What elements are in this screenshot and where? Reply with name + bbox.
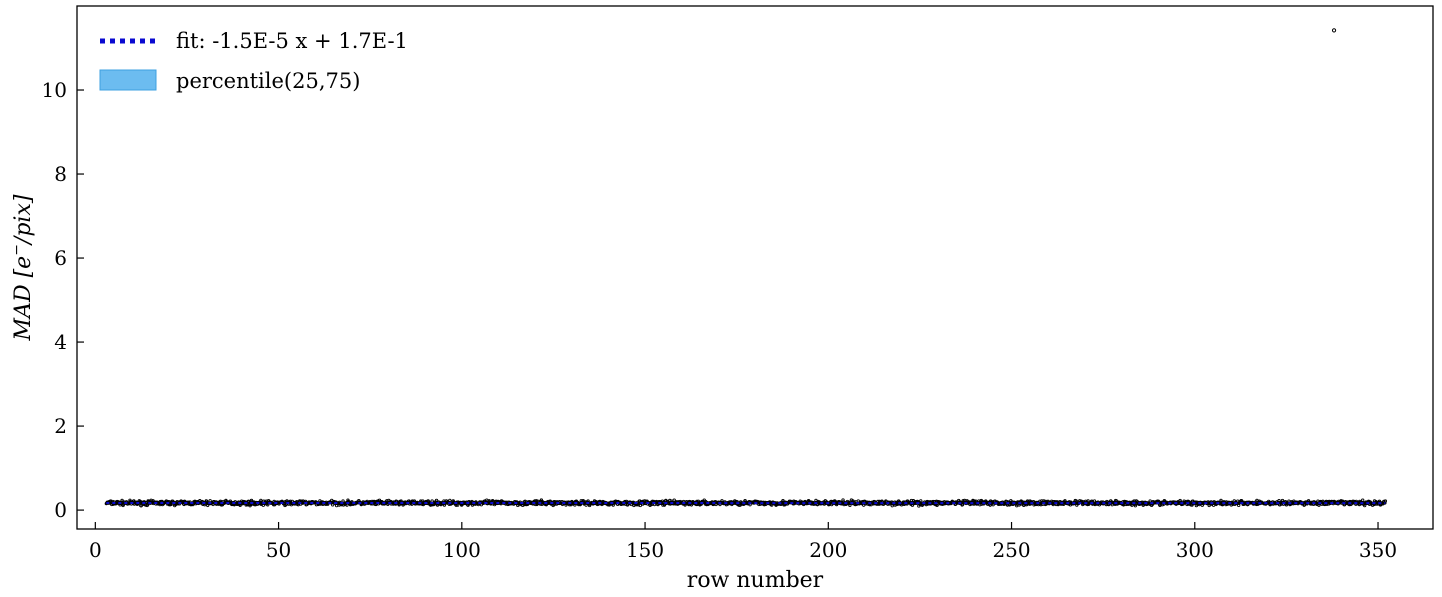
data-point bbox=[848, 503, 852, 507]
x-tick-label: 350 bbox=[1359, 538, 1397, 562]
y-tick-label: 0 bbox=[54, 498, 67, 522]
y-tick-label: 4 bbox=[54, 330, 67, 354]
legend-fit-label: fit: -1.5E-5 x + 1.7E-1 bbox=[176, 29, 408, 53]
data-point bbox=[434, 498, 439, 503]
legend-percentile-swatch bbox=[99, 69, 157, 91]
data-point bbox=[1361, 498, 1365, 502]
data-point bbox=[974, 499, 978, 503]
y-axis-label-minus: − bbox=[9, 244, 25, 256]
data-point bbox=[1277, 498, 1281, 503]
legend-percentile-label: percentile(25,75) bbox=[176, 69, 360, 93]
y-axis-label-suffix: /pix] bbox=[11, 194, 36, 246]
data-point bbox=[430, 499, 434, 503]
y-axis-label-e: e bbox=[11, 256, 36, 269]
data-point bbox=[259, 498, 263, 503]
data-point bbox=[1086, 499, 1090, 503]
data-point bbox=[1133, 504, 1138, 508]
y-axis-label-prefix: MAD [ bbox=[11, 268, 36, 341]
plot-frame bbox=[76, 5, 1434, 530]
x-tick-label: 50 bbox=[266, 538, 291, 562]
y-axis-label: MAD [e−/pix] bbox=[9, 194, 36, 341]
x-tick-label: 0 bbox=[89, 538, 102, 562]
data-point-outlier bbox=[1331, 28, 1337, 33]
data-point bbox=[266, 503, 270, 507]
x-tick-label: 150 bbox=[626, 538, 664, 562]
y-axis-ticks: 0 2 4 6 8 10 bbox=[42, 78, 84, 522]
data-point bbox=[1178, 498, 1182, 503]
data-point bbox=[120, 498, 124, 503]
data-point bbox=[448, 498, 452, 503]
y-tick-label: 6 bbox=[54, 246, 67, 270]
x-tick-label: 250 bbox=[992, 538, 1030, 562]
y-tick-label: 8 bbox=[54, 162, 67, 186]
x-axis-ticks: 0 50 100 150 200 250 300 350 bbox=[89, 522, 1397, 562]
x-tick-label: 100 bbox=[443, 538, 481, 562]
y-tick-label: 2 bbox=[54, 414, 67, 438]
data-point bbox=[410, 502, 414, 506]
x-tick-label: 300 bbox=[1176, 538, 1214, 562]
data-point bbox=[345, 503, 349, 507]
data-point bbox=[696, 499, 700, 503]
scatter-points bbox=[104, 28, 1388, 508]
legend: fit: -1.5E-5 x + 1.7E-1 percentile(25,75… bbox=[99, 29, 408, 93]
x-axis-label: row number bbox=[687, 568, 824, 593]
data-point bbox=[638, 503, 642, 508]
data-point bbox=[573, 503, 577, 507]
x-tick-label: 200 bbox=[809, 538, 847, 562]
data-point bbox=[689, 503, 694, 507]
y-tick-label: 10 bbox=[42, 78, 67, 102]
data-point bbox=[1207, 503, 1211, 508]
